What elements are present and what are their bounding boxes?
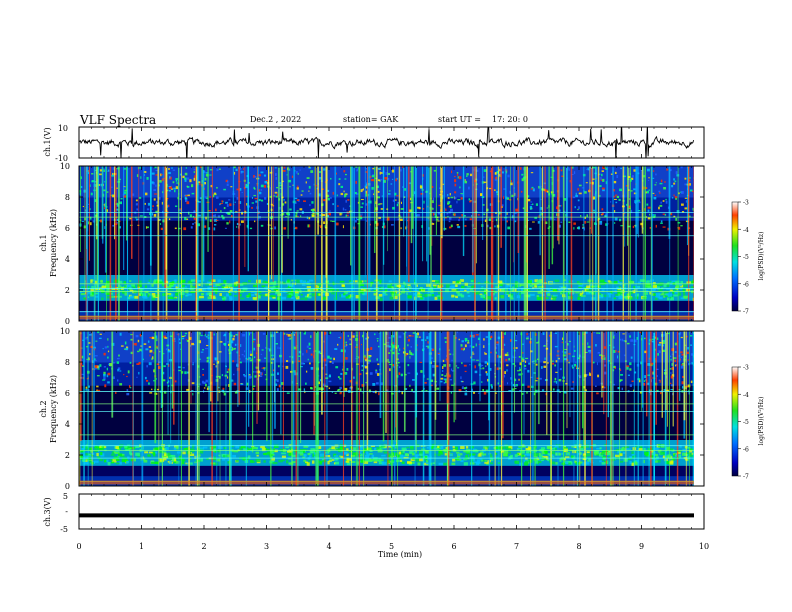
colorbar-tick-label: -4 (743, 392, 749, 399)
freq-tick-label: 6 (65, 224, 70, 233)
station-label: station= GAK (343, 115, 399, 124)
ch1-waveform-panel: 10 -10 ch.1(V) (43, 124, 705, 163)
colorbar-tick-label: -6 (743, 446, 749, 453)
freq-tick-label: 8 (65, 193, 70, 202)
freq-tick-label: 2 (65, 451, 70, 460)
freq-tick-label: 4 (65, 420, 70, 429)
freq-tick-label: 4 (65, 255, 70, 264)
colorbar-tick-label: -3 (743, 365, 749, 372)
ch1-waveform-line (79, 127, 695, 158)
x-tick-label: 1 (139, 542, 144, 551)
x-tick-label: 5 (389, 542, 394, 551)
ch1-frequency-label: Frequency (kHz) (49, 209, 58, 277)
x-tick-label: 4 (326, 542, 331, 551)
ch1-colorbar (731, 201, 739, 312)
ch1-ylabel: ch.1(V) (43, 127, 52, 156)
ch1-colorbar-label: log(PSD)(V²/Hz) (758, 232, 765, 281)
ch3-ytick-mid: - (65, 507, 68, 516)
ch2-colorbar-label: log(PSD)(V²/Hz) (758, 397, 765, 446)
ch1-channel-label: ch.1 (39, 234, 48, 251)
colorbar-tick-label: -7 (743, 309, 749, 316)
ch1-ytick-10: 10 (58, 124, 68, 133)
ch2-channel-label: ch.2 (39, 400, 48, 417)
freq-tick-label: 2 (65, 286, 70, 295)
colorbar-tick-label: -3 (743, 200, 749, 207)
freq-tick-label: 8 (65, 358, 70, 367)
colorbar-tick-label: -5 (743, 254, 749, 261)
colorbar-tick-label: -4 (743, 227, 749, 234)
start-ut-label: start UT = (438, 115, 481, 124)
colorbar-tick-label: -6 (743, 281, 749, 288)
date-label: Dec.2 , 2022 (250, 115, 302, 124)
x-axis-label: Time (min) (378, 550, 422, 559)
colorbar-tick-label: -7 (743, 474, 749, 481)
x-axis: 0 1 2 3 4 5 6 7 8 9 10 (76, 127, 709, 551)
x-tick-label: 10 (699, 542, 709, 551)
chart-title: VLF Spectra (80, 113, 157, 127)
x-tick-label: 8 (576, 542, 581, 551)
ch2-colorbar (731, 366, 739, 477)
ch2-frequency-label: Frequency (kHz) (49, 375, 58, 443)
ch3-ytick-neg5: -5 (60, 525, 68, 534)
ch3-ylabel: ch.3(V) (43, 497, 52, 526)
x-tick-label: 7 (514, 542, 519, 551)
x-tick-label: 9 (639, 542, 644, 551)
colorbar-tick-label: -5 (743, 419, 749, 426)
x-tick-label: 2 (201, 542, 206, 551)
start-time-value: 17: 20: 0 (492, 115, 528, 124)
x-tick-label: 6 (451, 542, 456, 551)
ch1-ytick-neg10: -10 (55, 154, 68, 163)
freq-tick-label: 0 (65, 482, 70, 491)
freq-tick-label: 10 (60, 327, 70, 336)
x-tick-label: 0 (76, 542, 81, 551)
freq-tick-label: 6 (65, 389, 70, 398)
x-tick-label: 3 (264, 542, 269, 551)
freq-tick-label: 10 (60, 162, 70, 171)
ch3-ytick-5: 5 (63, 492, 68, 501)
ch3-waveform-panel: 5 - -5 ch.3(V) (43, 492, 705, 534)
freq-tick-label: 0 (65, 317, 70, 326)
